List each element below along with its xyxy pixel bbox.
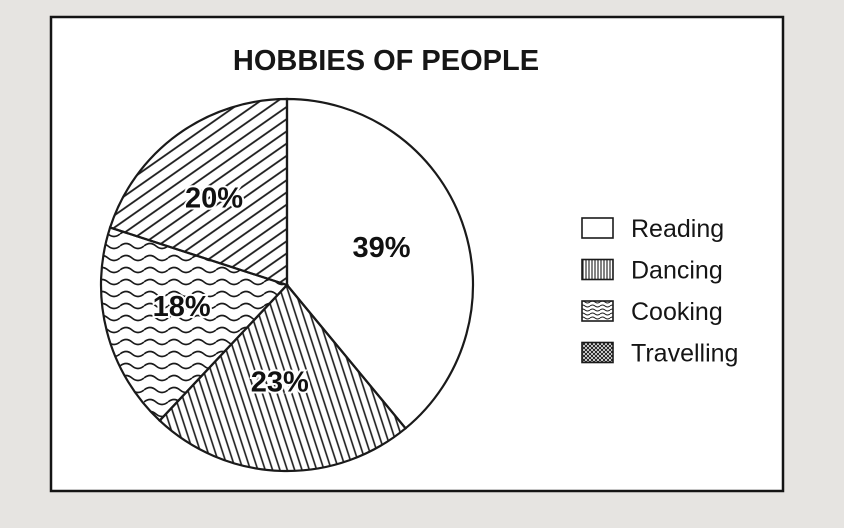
pie-value-labels: 39% 23% 18% 20%: [151, 181, 413, 401]
pie-slice-travelling: [108, 97, 289, 287]
pie-slice-cooking: [99, 226, 289, 423]
legend-swatch-dancing: [581, 258, 614, 281]
legend-swatch-cooking: [581, 300, 614, 322]
pie-slice-dancing: [158, 283, 408, 473]
legend: Reading Dancing Cooking Travelling: [581, 215, 738, 368]
legend-label-travelling: Travelling: [631, 340, 738, 368]
legend-label-reading: Reading: [631, 215, 724, 243]
legend-swatch-reading: [581, 217, 614, 239]
legend-label-cooking: Cooking: [631, 298, 723, 326]
pie-slice-reading: [285, 97, 475, 430]
legend-label-dancing: Dancing: [631, 257, 723, 285]
chart-title: HOBBIES OF PEOPLE: [233, 45, 539, 77]
pie: [99, 97, 475, 473]
data-label-reading: 39%: [352, 232, 410, 264]
data-label-travelling: 20%: [185, 183, 243, 215]
legend-swatch-travelling: [581, 341, 614, 364]
data-label-dancing: 23%: [251, 366, 309, 398]
data-label-cooking: 18%: [153, 291, 211, 323]
